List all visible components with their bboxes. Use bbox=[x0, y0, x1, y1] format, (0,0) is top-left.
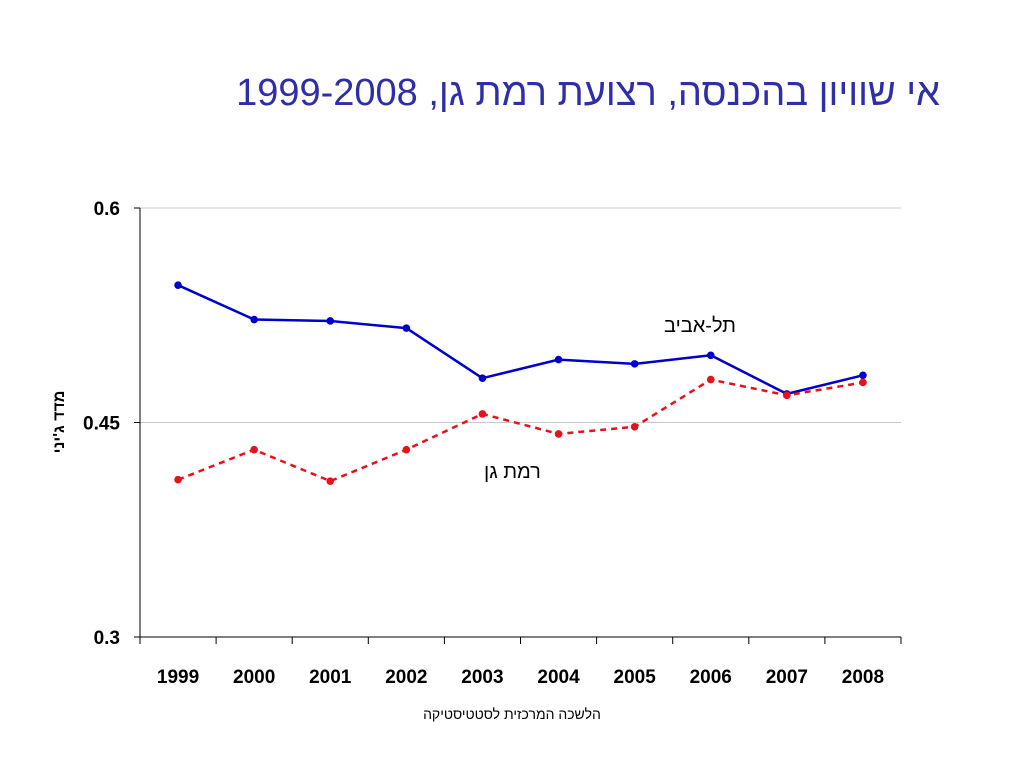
x-tick-label: 2001 bbox=[309, 667, 352, 688]
data-point bbox=[174, 281, 182, 290]
gridlines bbox=[140, 207, 901, 423]
data-point bbox=[706, 375, 715, 384]
data-point bbox=[630, 422, 639, 431]
x-tick-label: 2007 bbox=[766, 667, 808, 688]
series-1 bbox=[174, 375, 867, 485]
x-tick-label: 2003 bbox=[461, 667, 503, 688]
series-line bbox=[177, 284, 864, 396]
data-point bbox=[402, 324, 411, 332]
series-line bbox=[177, 378, 864, 483]
data-point bbox=[630, 360, 639, 368]
data-point bbox=[783, 391, 791, 400]
x-tick-label: 2004 bbox=[537, 667, 580, 688]
x-tick-label: 2000 bbox=[233, 667, 275, 688]
data-point bbox=[250, 445, 258, 454]
y-tick-label: 0.3 bbox=[94, 628, 120, 649]
series bbox=[174, 281, 867, 485]
series-label-tel-aviv: תל-אביב bbox=[664, 315, 736, 337]
data-point bbox=[326, 477, 335, 485]
data-point bbox=[859, 378, 867, 387]
data-point bbox=[859, 371, 867, 380]
source-note: הלשכה המרכזית לסטטיסטיקה bbox=[423, 706, 601, 722]
data-point bbox=[174, 475, 182, 484]
data-point bbox=[554, 355, 563, 364]
x-tick-label: 1999 bbox=[157, 667, 199, 688]
x-tick-label: 2002 bbox=[385, 667, 427, 688]
y-axis-title: מדד ג'יני bbox=[51, 391, 68, 454]
data-point bbox=[402, 445, 411, 454]
data-point bbox=[478, 374, 487, 382]
series-0 bbox=[174, 281, 867, 398]
axes bbox=[134, 207, 902, 644]
x-tick-label: 2005 bbox=[614, 667, 657, 688]
data-point bbox=[706, 351, 715, 360]
data-point bbox=[326, 317, 335, 325]
data-point bbox=[554, 430, 563, 438]
data-point bbox=[250, 315, 258, 324]
tick-labels: 0.3 0.45 0.6 1999 2000 2001 2002 2003 2004 2005 20… bbox=[83, 199, 884, 688]
y-tick-label: 0.45 bbox=[83, 414, 120, 435]
data-point bbox=[478, 410, 487, 418]
y-tick-label: 0.6 bbox=[94, 199, 120, 220]
series-label-ramat-gan: רמת גן bbox=[484, 461, 541, 483]
slide-title: אי שוויון בהכנסה, רצועת רמת גן, 1999-200… bbox=[236, 72, 940, 114]
x-tick-label: 2008 bbox=[842, 667, 884, 688]
x-tick-label: 2006 bbox=[690, 667, 732, 688]
